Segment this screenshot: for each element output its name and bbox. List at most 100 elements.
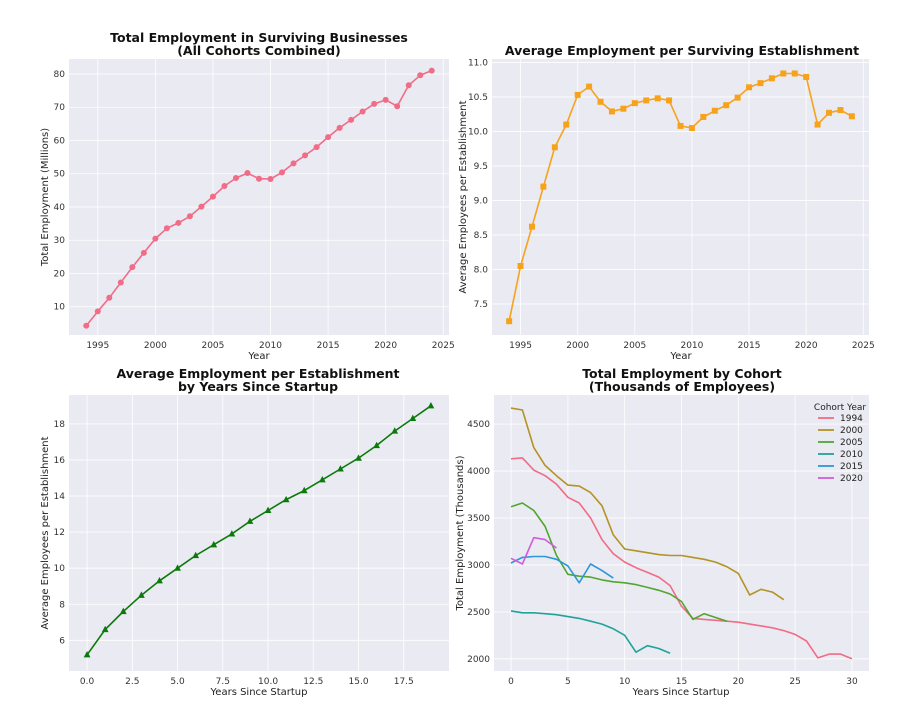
data-point [791, 70, 798, 77]
cohort-employment-chart: Total Employment by Cohort (Thousands of… [455, 366, 869, 698]
y-tick-label: 50 [54, 170, 66, 180]
y-tick-label: 18 [54, 420, 66, 430]
data-point [279, 169, 286, 176]
data-point [198, 203, 205, 210]
data-point [409, 414, 417, 422]
data-point [209, 193, 216, 200]
data-point [221, 183, 228, 190]
x-tick-label: 30 [846, 677, 858, 687]
chart-subtitle: by Years Since Startup [178, 379, 338, 394]
data-point [631, 100, 638, 107]
series-line-2015 [510, 555, 614, 584]
x-tick-label: 17.5 [394, 677, 414, 687]
data-point [746, 84, 753, 91]
data-point [551, 144, 558, 151]
data-marks [83, 67, 435, 329]
data-point [428, 67, 435, 74]
data-point [608, 108, 615, 115]
y-tick-labels: 7.5 8.0 8.5 9.0 9.5 10.0 10.5 11.0 [468, 58, 488, 310]
y-tick-label: 20 [54, 269, 66, 279]
y-tick-label: 3500 [467, 514, 490, 524]
x-axis-label: Years Since Startup [632, 687, 730, 698]
data-point [677, 122, 684, 129]
data-point [586, 83, 593, 90]
y-tick-label: 8.5 [474, 231, 488, 241]
x-tick-label: 15 [676, 677, 687, 687]
chart-subtitle: (All Cohorts Combined) [177, 43, 341, 58]
data-point [517, 263, 524, 269]
y-axis-label: Average Employees per Establishment [40, 436, 51, 629]
x-tick-labels: 1995 2000 2005 2010 2015 2020 2025 [509, 341, 875, 351]
data-point [620, 105, 627, 112]
chart-subtitle: (Thousands of Employees) [589, 379, 775, 394]
series-line-2020 [510, 536, 557, 565]
data-point [734, 94, 741, 101]
x-tick-label: 2020 [795, 341, 818, 351]
x-tick-labels: 0.0 2.5 5.0 7.5 10.0 12.5 15.0 17.5 [80, 677, 414, 687]
data-marks [510, 407, 853, 660]
data-point [106, 294, 113, 301]
data-point [574, 91, 581, 98]
data-point [174, 564, 181, 571]
data-point [848, 113, 855, 120]
data-point [355, 454, 362, 461]
y-axis-label: Average Employees per Establishment [458, 100, 469, 293]
x-axis-label: Year [247, 351, 270, 362]
data-point [256, 175, 262, 182]
employment-total-chart: Total Employment in Surviving Businesses… [40, 30, 455, 362]
data-point [826, 109, 833, 116]
data-point [152, 235, 159, 242]
data-point [83, 322, 90, 329]
x-tick-label: 0.0 [80, 677, 95, 687]
y-tick-label: 4500 [467, 420, 490, 430]
y-tick-label: 60 [54, 136, 66, 146]
data-point [803, 73, 810, 80]
data-point [302, 152, 309, 159]
data-point [140, 249, 147, 256]
x-tick-label: 2015 [317, 341, 340, 351]
legend-items: 1994 2000 2005 2010 2015 2020 [818, 414, 863, 484]
y-tick-labels: 6 8 10 12 14 16 18 [54, 420, 66, 646]
data-point [137, 591, 145, 598]
y-tick-label: 10 [54, 564, 66, 574]
y-tick-label: 14 [54, 492, 66, 502]
data-point [290, 160, 297, 167]
data-point [666, 97, 673, 104]
legend-title: Cohort Year [814, 403, 866, 413]
y-tick-label: 2000 [467, 655, 490, 665]
data-point [597, 98, 604, 105]
x-tick-label: 2000 [144, 341, 167, 351]
series-line-1994 [510, 457, 853, 660]
x-tick-label: 10.0 [258, 677, 278, 687]
data-point [175, 219, 182, 226]
data-point [700, 113, 707, 120]
y-tick-labels: 10 20 30 40 50 60 70 80 [54, 70, 66, 313]
x-tick-label: 2010 [680, 341, 703, 351]
data-point [244, 170, 251, 177]
x-tick-label: 2020 [374, 341, 397, 351]
data-marks [83, 402, 435, 658]
x-tick-label: 5.0 [170, 677, 185, 687]
data-point [563, 121, 570, 128]
data-point [186, 213, 193, 220]
data-point [210, 540, 218, 548]
x-tick-label: 2015 [738, 341, 761, 351]
data-point [405, 82, 412, 89]
data-point [814, 121, 821, 128]
data-point [373, 441, 381, 449]
x-tick-label: 2010 [259, 341, 282, 351]
y-axis-label: Total Employment (Millions) [40, 128, 51, 267]
x-tick-labels: 0 5 10 15 20 25 30 [508, 677, 858, 687]
y-tick-label: 12 [54, 528, 65, 538]
data-point [371, 100, 378, 107]
data-point [837, 107, 844, 114]
y-tick-label: 8.0 [474, 265, 489, 275]
x-tick-label: 10 [619, 677, 631, 687]
series-line-2005 [510, 502, 728, 622]
data-point [264, 506, 272, 514]
data-point [313, 144, 320, 151]
data-point [757, 80, 764, 87]
x-tick-label: 1995 [509, 341, 532, 351]
y-tick-labels: 2000 2500 3000 3500 4000 4500 [467, 420, 490, 665]
